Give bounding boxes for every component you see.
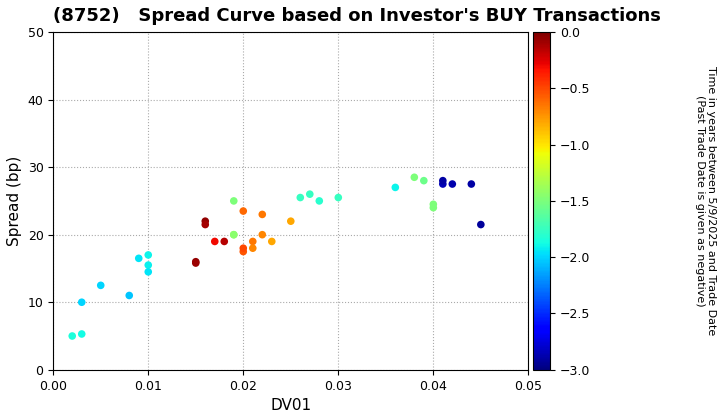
Point	[228, 197, 240, 204]
Point	[143, 268, 154, 275]
X-axis label: DV01: DV01	[270, 398, 311, 413]
Point	[228, 231, 240, 238]
Y-axis label: Spread (bp): Spread (bp)	[7, 156, 22, 246]
Point	[95, 282, 107, 289]
Point	[124, 292, 135, 299]
Point	[238, 248, 249, 255]
Point	[238, 245, 249, 252]
Point	[466, 181, 477, 187]
Point	[437, 181, 449, 187]
Point	[199, 221, 211, 228]
Point	[390, 184, 401, 191]
Point	[247, 238, 258, 245]
Point	[475, 221, 487, 228]
Point	[428, 204, 439, 211]
Point	[218, 238, 230, 245]
Point	[66, 333, 78, 339]
Point	[408, 174, 420, 181]
Y-axis label: Time in years between 5/9/2025 and Trade Date
(Past Trade Date is given as negat: Time in years between 5/9/2025 and Trade…	[695, 66, 716, 336]
Point	[266, 238, 277, 245]
Point	[333, 194, 344, 201]
Point	[190, 260, 202, 266]
Point	[294, 194, 306, 201]
Point	[133, 255, 145, 262]
Point	[446, 181, 458, 187]
Point	[437, 177, 449, 184]
Point	[256, 231, 268, 238]
Text: (8752)   Spread Curve based on Investor's BUY Transactions: (8752) Spread Curve based on Investor's …	[53, 7, 661, 25]
Point	[238, 207, 249, 214]
Point	[143, 252, 154, 258]
Point	[228, 231, 240, 238]
Point	[256, 211, 268, 218]
Point	[143, 262, 154, 268]
Point	[418, 177, 430, 184]
Point	[313, 197, 325, 204]
Point	[76, 331, 88, 337]
Point	[76, 299, 88, 306]
Point	[199, 218, 211, 225]
Point	[190, 258, 202, 265]
Point	[285, 218, 297, 225]
Point	[247, 245, 258, 252]
Point	[428, 201, 439, 207]
Point	[304, 191, 315, 197]
Point	[209, 238, 220, 245]
